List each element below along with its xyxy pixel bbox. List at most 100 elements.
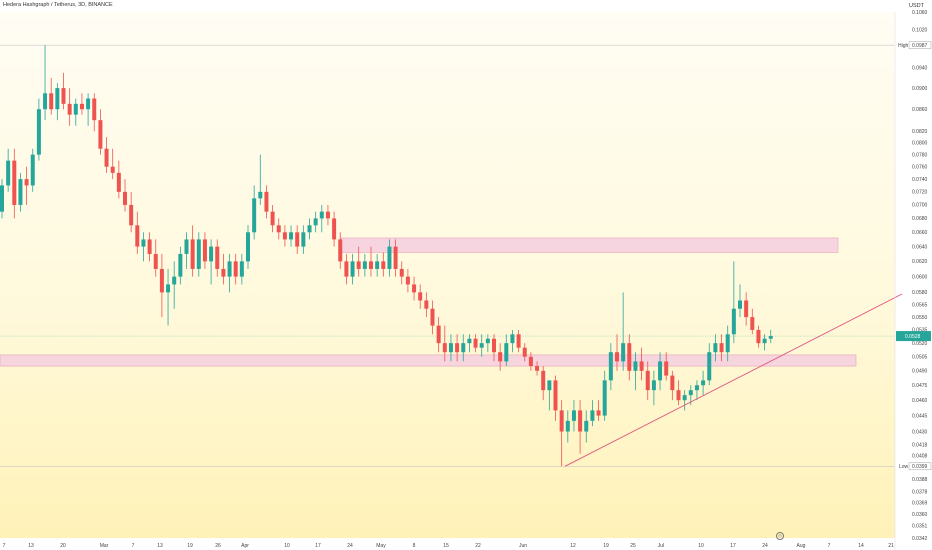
chart-title: Hedera Hashgraph / Tetherus, 3D, BINANCE [3, 2, 113, 8]
candle [418, 284, 423, 309]
y-tick-label: 0.0800 [912, 141, 928, 147]
candle [387, 239, 392, 277]
x-tick-label: 21 [888, 543, 894, 549]
high-value-box [908, 41, 932, 49]
candle [596, 400, 601, 421]
candle [768, 329, 773, 344]
candle [584, 410, 589, 443]
x-tick-label: 10 [284, 543, 290, 549]
candle [24, 166, 29, 205]
candle [307, 218, 312, 240]
candle [608, 343, 613, 391]
y-tick-label: 0.0940 [912, 66, 928, 72]
low-value-box [908, 462, 932, 471]
y-tick-label: 0.0378 [912, 489, 928, 495]
y-tick-label: 0.0360 [912, 512, 928, 518]
candle [535, 361, 540, 376]
candle [239, 253, 244, 285]
candle [467, 334, 472, 353]
candle [369, 246, 373, 277]
y-tick-label: 0.0505 [912, 355, 928, 361]
chart-background [0, 12, 895, 538]
y-tick-label: 0.0520 [912, 341, 928, 347]
x-tick-label: 13 [28, 543, 34, 549]
candle [510, 329, 515, 353]
y-tick-label: 0.0535 [912, 328, 928, 334]
candle [313, 211, 318, 233]
clock-icon[interactable]: ◷ [776, 532, 784, 540]
candle [147, 232, 152, 262]
candle [682, 390, 687, 411]
candle [178, 246, 183, 285]
candle [252, 185, 257, 240]
candle [202, 232, 207, 269]
candle [196, 232, 201, 277]
candle [276, 218, 281, 240]
candle [166, 268, 171, 326]
candle [399, 261, 404, 285]
x-tick-label: Jun [519, 543, 527, 549]
y-tick-label: 0.0490 [912, 369, 928, 375]
candle [707, 343, 712, 386]
candle [55, 82, 60, 121]
candle [670, 370, 675, 401]
candle [116, 160, 121, 199]
candle [141, 232, 146, 262]
x-tick-label: Jul [658, 543, 664, 549]
candle [282, 225, 287, 247]
candle [325, 204, 330, 226]
candle [522, 343, 527, 362]
candle [436, 317, 441, 353]
candle [246, 225, 250, 269]
candle [289, 225, 294, 247]
candle [264, 185, 269, 219]
candle [338, 232, 343, 269]
y-tick-label: 0.1020 [912, 28, 928, 34]
low-label: Low [899, 464, 909, 470]
candle [590, 400, 595, 427]
candle [676, 380, 681, 406]
candle [0, 179, 4, 219]
candle [356, 246, 361, 277]
candle [738, 284, 742, 318]
current-price-value: 0.0528 [905, 334, 921, 340]
candle [485, 334, 490, 353]
candle [651, 370, 656, 406]
candle [270, 204, 275, 233]
y-tick-label: 0.0351 [912, 524, 928, 530]
y-tick-label: 0.0740 [912, 177, 928, 183]
x-tick-label: 13 [157, 543, 163, 549]
candle [498, 343, 503, 371]
candle [350, 253, 355, 285]
x-tick-label: 12 [570, 543, 576, 549]
candle [621, 292, 626, 371]
candle [725, 325, 730, 362]
y-tick-label: 0.0418 [912, 442, 928, 448]
candle [405, 268, 410, 293]
candle [701, 370, 706, 396]
candle [381, 252, 386, 277]
candle [571, 400, 576, 432]
x-tick-label: 26 [215, 543, 221, 549]
candle [442, 325, 447, 362]
y-tick-label: 0.0820 [912, 129, 928, 135]
x-tick-label: 25 [630, 543, 636, 549]
candle [731, 261, 736, 344]
candle [104, 137, 109, 173]
candle [744, 292, 749, 326]
y-tick-label: 0.0780 [912, 152, 928, 158]
candle [375, 253, 380, 277]
y-tick-label: 0.0550 [912, 315, 928, 321]
current-price-box [896, 331, 931, 342]
x-tick-label: 15 [443, 543, 449, 549]
y-tick-label: 0.0388 [912, 477, 928, 483]
candle [393, 239, 398, 277]
high-value: 0.0987 [912, 43, 928, 49]
candle [79, 93, 84, 115]
candle [43, 45, 48, 121]
candle [473, 334, 478, 353]
x-tick-label: 7 [132, 543, 135, 549]
x-tick-label: 22 [475, 543, 481, 549]
